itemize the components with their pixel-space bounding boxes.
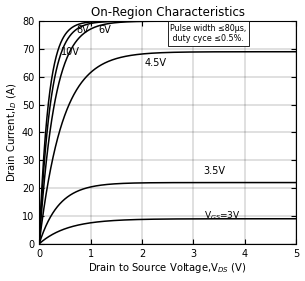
- Text: 10V: 10V: [61, 47, 80, 57]
- X-axis label: Drain to Source Voltage,V$_{DS}$ (V): Drain to Source Voltage,V$_{DS}$ (V): [88, 261, 247, 275]
- Y-axis label: Drain Current,I$_D$ (A): Drain Current,I$_D$ (A): [5, 83, 19, 182]
- Text: 6V: 6V: [98, 25, 111, 35]
- Text: Pulse width ≤80μs,
 duty cyce ≤0.5%.: Pulse width ≤80μs, duty cyce ≤0.5%.: [170, 24, 246, 43]
- Text: V$_{GS}$=3V: V$_{GS}$=3V: [204, 210, 240, 222]
- Text: 8V: 8V: [76, 25, 89, 35]
- Text: 3.5V: 3.5V: [204, 166, 226, 176]
- Title: On-Region Characteristics: On-Region Characteristics: [91, 6, 245, 19]
- Text: 4.5V: 4.5V: [145, 58, 167, 68]
